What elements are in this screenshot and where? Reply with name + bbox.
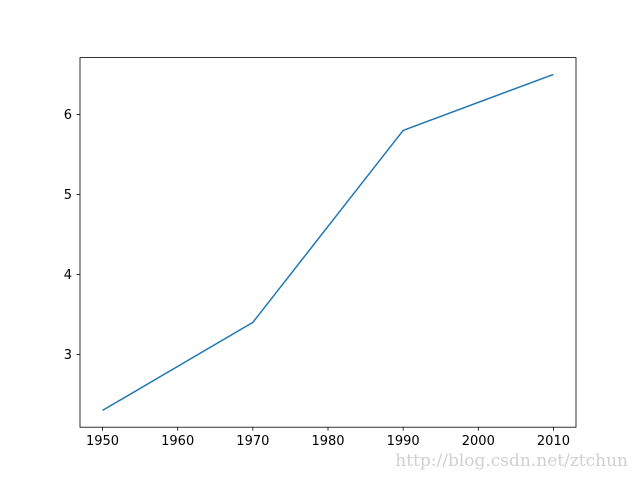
watermark: http://blog.csdn.net/ztchun bbox=[395, 451, 628, 471]
x-tick-label: 1950 bbox=[86, 434, 119, 449]
y-tick-label: 4 bbox=[64, 268, 72, 283]
axes-frame bbox=[79, 57, 577, 428]
line bbox=[102, 73, 554, 412]
x-tick-label: 1980 bbox=[311, 434, 344, 449]
x-tick-label: 1990 bbox=[387, 434, 420, 449]
x-tick-label: 2010 bbox=[537, 434, 570, 449]
x-tick-label: 2000 bbox=[462, 434, 495, 449]
y-tick-label: 3 bbox=[64, 348, 72, 363]
x-tick-label: 1960 bbox=[161, 434, 194, 449]
y-tick-label: 5 bbox=[64, 188, 72, 203]
y-tick-label: 6 bbox=[64, 108, 72, 123]
x-tick-label: 1970 bbox=[236, 434, 269, 449]
